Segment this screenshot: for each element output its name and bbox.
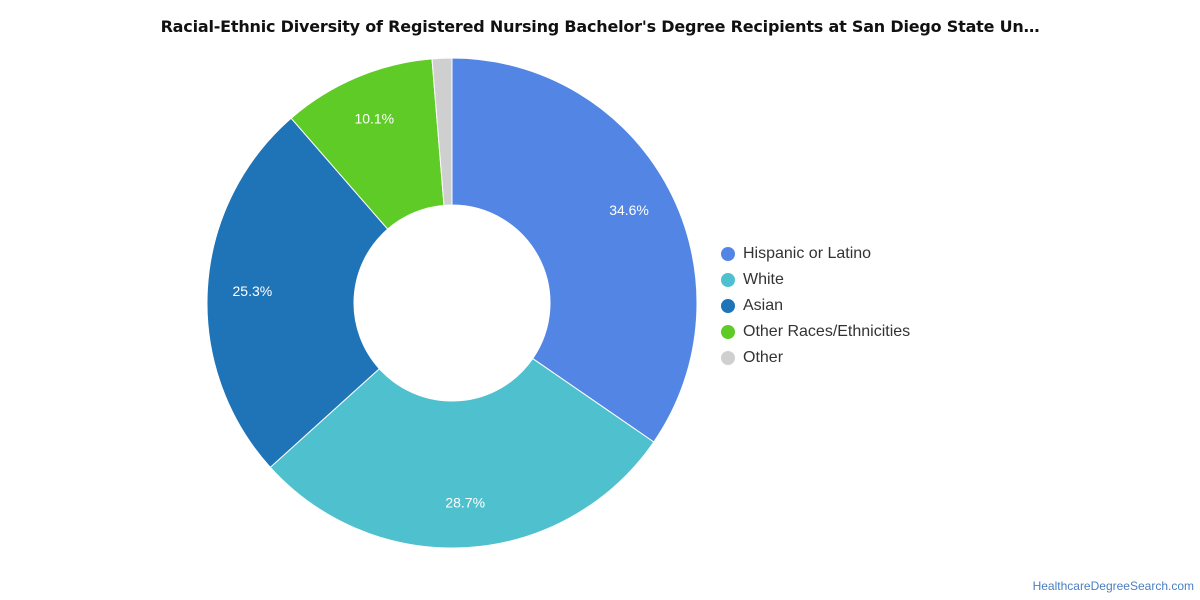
legend-label: White bbox=[743, 271, 784, 288]
legend-swatch bbox=[721, 299, 735, 313]
legend-label: Hispanic or Latino bbox=[743, 245, 872, 262]
slice-data-label: 25.3% bbox=[233, 283, 273, 299]
legend-swatch bbox=[721, 351, 735, 365]
slice-other[interactable] bbox=[431, 57, 453, 206]
chart-title: Racial-Ethnic Diversity of Registered Nu… bbox=[160, 17, 1040, 36]
legend-item[interactable]: Asian bbox=[721, 293, 910, 319]
legend-swatch bbox=[721, 325, 735, 339]
legend-swatch bbox=[721, 247, 735, 261]
slice-label-group: 34.6% 28.7% 25.3% 10.1% bbox=[233, 111, 649, 511]
legend-label: Other bbox=[743, 349, 784, 366]
legend-label: Asian bbox=[743, 297, 784, 314]
legend-item[interactable]: Hispanic or Latino bbox=[721, 241, 910, 267]
slice-white[interactable] bbox=[269, 357, 655, 549]
legend-item[interactable]: Other Races/Ethnicities bbox=[721, 319, 910, 345]
chart-legend: Hispanic or Latino White Asian Other Races/… bbox=[721, 241, 910, 371]
slice-data-label: 10.1% bbox=[354, 111, 394, 127]
source-link[interactable]: HealthcareDegreeSearch.com bbox=[1032, 579, 1194, 593]
slice-data-label: 28.7% bbox=[445, 495, 485, 511]
legend-swatch bbox=[721, 273, 735, 287]
slice-asian[interactable] bbox=[206, 117, 389, 469]
slice-group bbox=[206, 57, 698, 549]
legend-label: Other Races/Ethnicities bbox=[743, 323, 911, 340]
legend-item[interactable]: Other bbox=[721, 345, 910, 371]
slice-data-label: 34.6% bbox=[609, 202, 649, 218]
legend-item[interactable]: White bbox=[721, 267, 910, 293]
slice-hispanic-or-latino[interactable] bbox=[451, 57, 698, 443]
